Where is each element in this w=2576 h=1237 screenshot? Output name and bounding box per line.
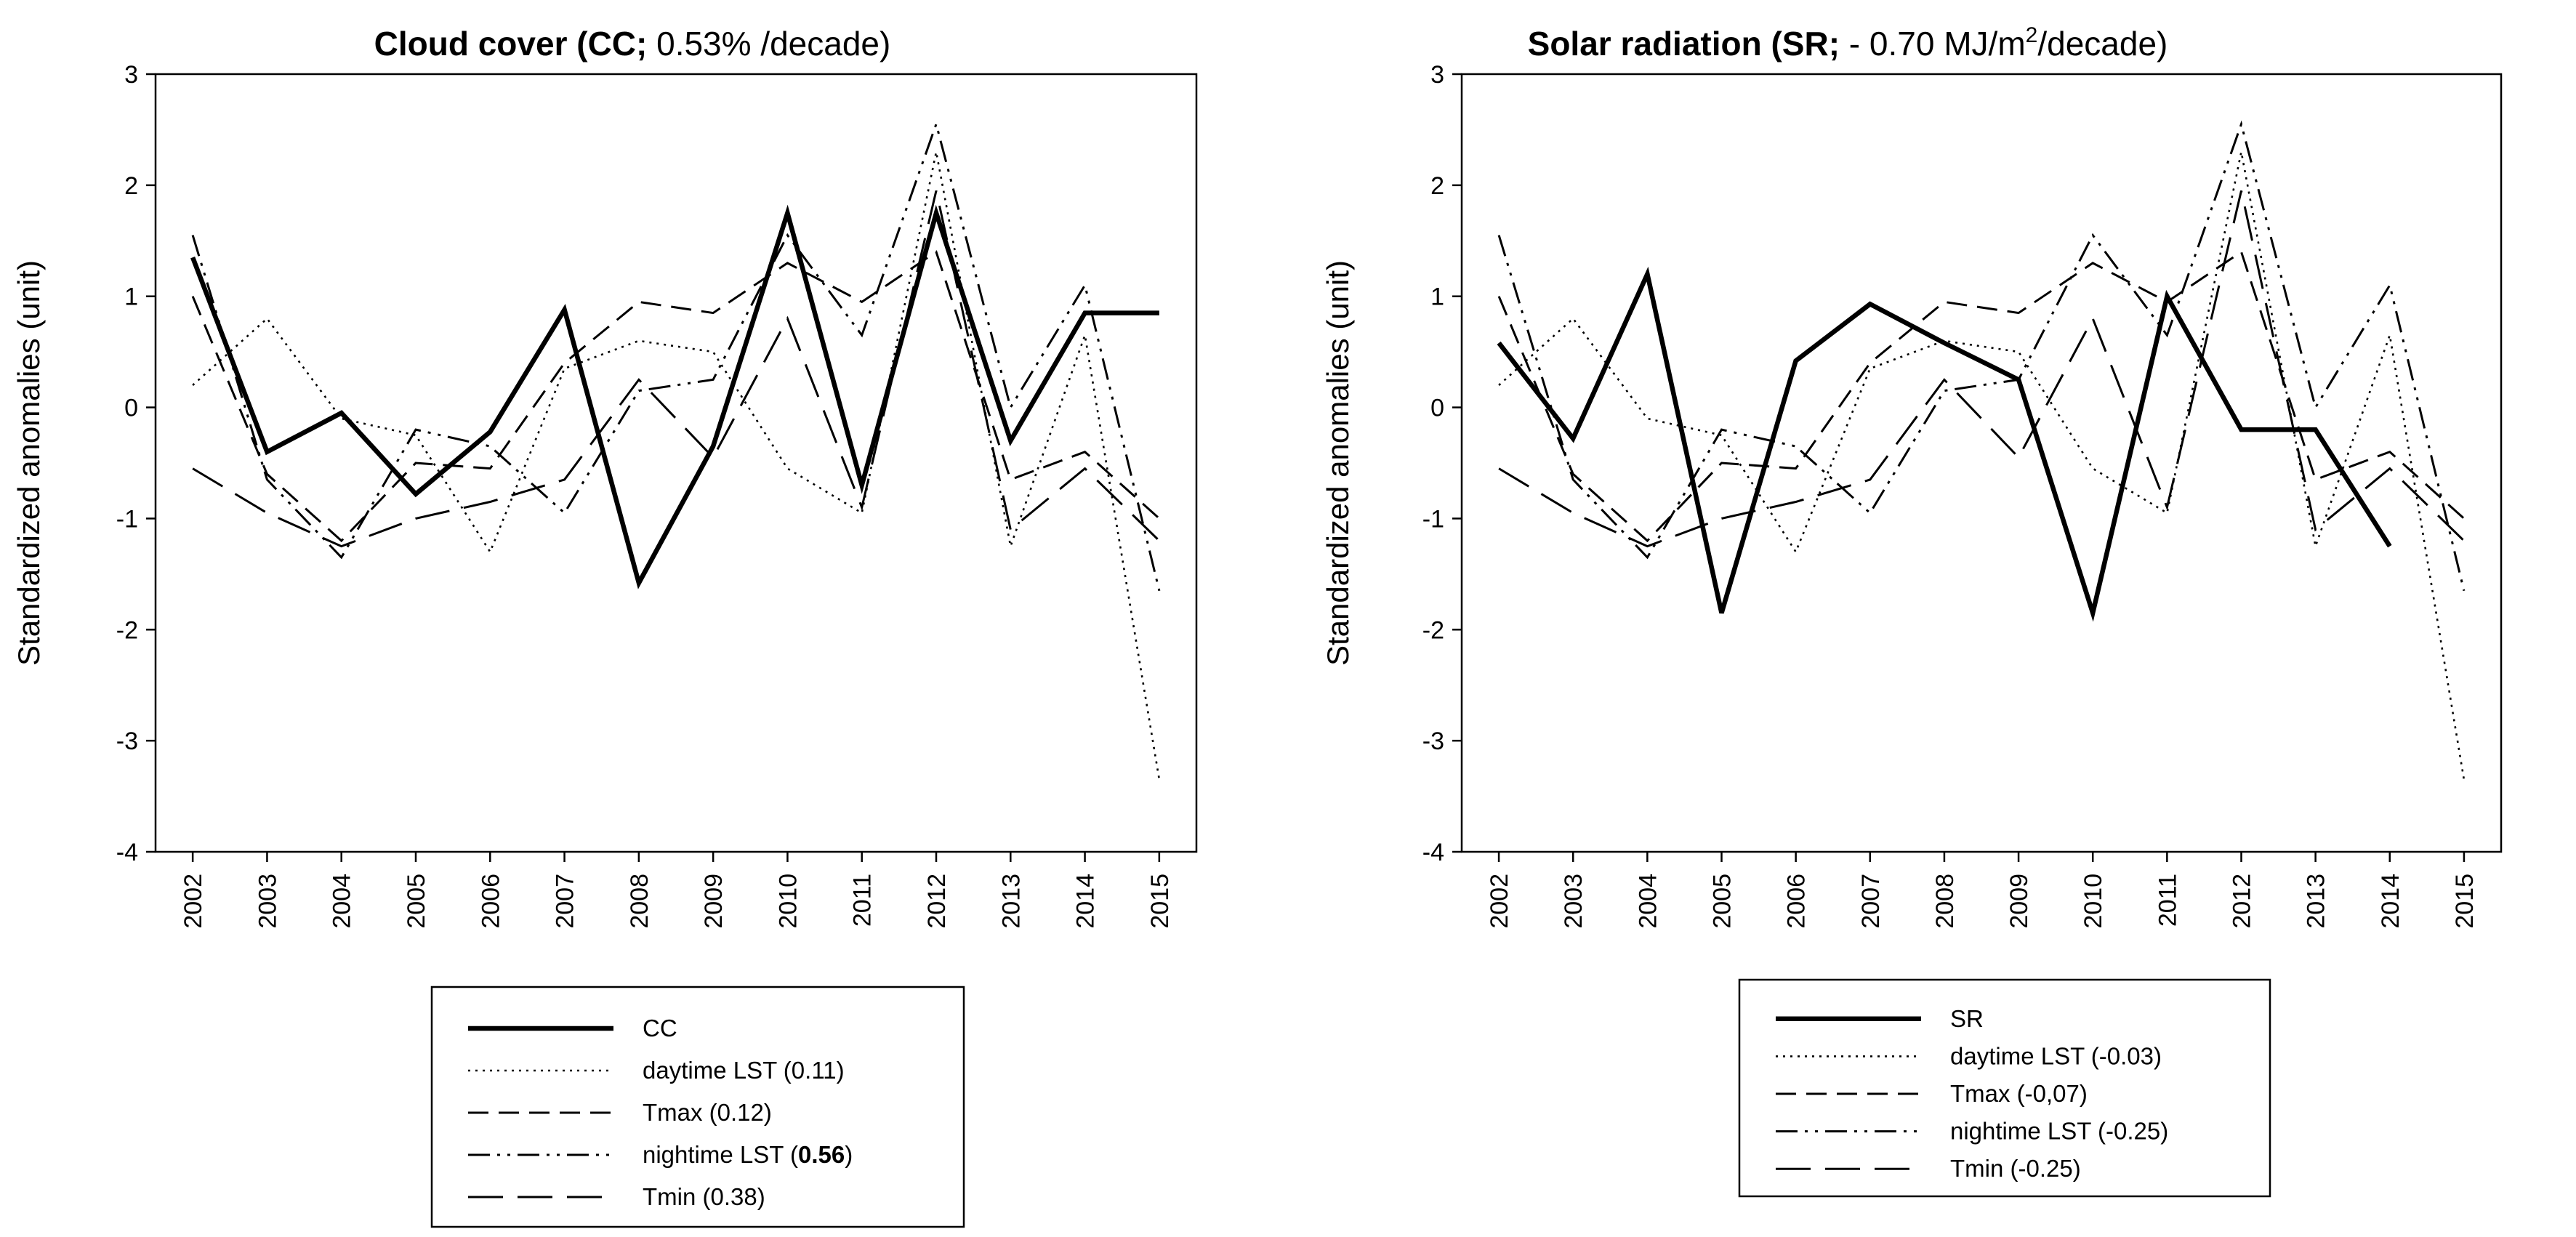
x-tick-label: 2010 <box>2080 874 2107 929</box>
x-tick-label: 2014 <box>1072 874 1100 929</box>
chart-title-bold: Cloud cover (CC; <box>374 25 648 63</box>
chart-panel-2: Solar radiation (SR; - 0.70 MJ/m2/decade… <box>1321 23 2503 1198</box>
y-tick-label: -1 <box>1422 505 1444 533</box>
legend-label-text: CC <box>643 1015 677 1041</box>
chart-title-rest: - 0.70 MJ/m <box>1840 25 2026 63</box>
x-tick-label: 2004 <box>1634 874 1662 929</box>
y-axis-label: Standardized anomalies (unit) <box>12 260 46 666</box>
legend-label: nightime LST (0.56) <box>643 1141 853 1168</box>
y-tick-label: -3 <box>116 728 138 755</box>
legend-label: Tmax (0.12) <box>643 1099 772 1126</box>
x-tick-label: 2015 <box>1146 874 1174 929</box>
legend-box <box>430 986 965 1228</box>
legend-label: CC <box>643 1015 677 1041</box>
legend-label: Tmin (-0.25) <box>1950 1155 2081 1182</box>
series-line-cc <box>190 204 1159 589</box>
legend-label-text: nightime LST ( <box>643 1141 798 1168</box>
y-tick-label: -3 <box>1422 728 1444 755</box>
series-line-tmax-0-07- <box>1497 250 2465 543</box>
x-tick-label: 2003 <box>254 874 281 929</box>
legend-label-text: daytime LST (0.11) <box>643 1057 845 1084</box>
x-tick-label: 2013 <box>2303 874 2330 929</box>
x-tick-label: 2006 <box>477 874 504 929</box>
legend-label-text: Tmin (-0.25) <box>1950 1155 2081 1182</box>
x-tick-label: 2006 <box>1783 874 1811 929</box>
legend: CC daytime LST (0.11) Tmax (0.12) nightime … <box>430 986 965 1228</box>
legend-label-bold: 0.56 <box>798 1141 845 1168</box>
chart-title: Solar radiation (SR; - 0.70 MJ/m2/decade… <box>1528 23 2168 63</box>
x-tick-label: 2013 <box>997 874 1025 929</box>
x-tick-label: 2007 <box>1857 874 1885 929</box>
x-tick-label: 2008 <box>1931 874 1959 929</box>
x-tick-label: 2002 <box>1486 874 1513 929</box>
x-tick-label: 2012 <box>2229 874 2256 929</box>
legend-label: daytime LST (-0.03) <box>1950 1042 2162 1069</box>
y-axis-label: Standardized anomalies (unit) <box>1321 260 1355 666</box>
y-tick-label: -2 <box>1422 616 1444 644</box>
x-tick-label: 2009 <box>2005 874 2033 929</box>
legend-box <box>1738 978 2271 1198</box>
y-tick-label: 2 <box>124 172 138 200</box>
series-line-tmax-0-12- <box>191 250 1160 543</box>
x-tick-label: 2009 <box>700 874 728 929</box>
chart-title: Cloud cover (CC; 0.53% /decade) <box>374 25 891 63</box>
plot-frame <box>154 73 1198 853</box>
y-tick-label: 3 <box>124 61 138 89</box>
legend-label-text: Tmax (-0,07) <box>1950 1080 2088 1107</box>
x-tick-label: 2015 <box>2451 874 2479 929</box>
legend-label: nightime LST (-0.25) <box>1950 1118 2168 1145</box>
x-tick-label: 2003 <box>1560 874 1587 929</box>
y-tick-label: 2 <box>1430 172 1444 200</box>
legend-label-text: SR <box>1950 1005 1984 1032</box>
series-line-nightime-lst-0-25- <box>1497 120 2466 592</box>
series-line-tmin-0-25- <box>1498 190 2465 548</box>
y-tick-label: 1 <box>124 283 138 311</box>
legend-label-text: nightime LST (-0.25) <box>1950 1118 2168 1145</box>
y-tick-label: -1 <box>116 505 138 533</box>
y-tick-label: 0 <box>1430 395 1444 422</box>
y-tick-label: 1 <box>1430 283 1444 311</box>
legend-label: daytime LST (0.11) <box>643 1057 845 1084</box>
y-tick-label: 0 <box>124 395 138 422</box>
x-tick-label: 2005 <box>1709 874 1736 929</box>
x-tick-label: 2005 <box>403 874 430 929</box>
series-line-nightime-lst-0-56- <box>191 120 1161 592</box>
x-tick-label: 2004 <box>329 874 356 929</box>
series-line-daytime-lst-0-11- <box>192 151 1161 780</box>
legend: SR daytime LST (-0.03) Tmax (-0,07) nightim… <box>1738 978 2271 1198</box>
legend-label-text: daytime LST (-0.03) <box>1950 1042 2162 1069</box>
y-tick-label: -2 <box>116 616 138 644</box>
legend-label-text: Tmin (0.38) <box>643 1183 765 1210</box>
legend-label: SR <box>1950 1005 1984 1032</box>
legend-label: Tmin (0.38) <box>643 1183 765 1210</box>
x-tick-label: 2014 <box>2377 874 2404 929</box>
chart-title-end: /decade) <box>2037 25 2168 63</box>
plot-frame <box>1460 73 2503 853</box>
y-tick-label: -4 <box>116 839 138 866</box>
series-line-tmin-0-38- <box>192 190 1160 548</box>
chart-title-bold: Solar radiation (SR; <box>1528 25 1840 63</box>
x-tick-label: 2010 <box>774 874 802 929</box>
chart-panel-1: Cloud cover (CC; 0.53% /decade) 3 2 1 0 -1 -2 -… <box>12 25 1198 1228</box>
legend-label: Tmax (-0,07) <box>1950 1080 2088 1107</box>
series-line-sr <box>1497 266 2392 622</box>
x-tick-label: 2007 <box>552 874 579 929</box>
x-tick-label: 2002 <box>180 874 207 929</box>
x-tick-label: 2012 <box>923 874 951 929</box>
y-tick-label: 3 <box>1430 61 1444 89</box>
y-tick-label: -4 <box>1422 839 1444 866</box>
x-tick-label: 2011 <box>849 874 877 927</box>
legend-label-text: Tmax (0.12) <box>643 1099 772 1126</box>
series-line-daytime-lst-0-03- <box>1498 151 2466 780</box>
x-tick-label: 2011 <box>2154 874 2181 927</box>
x-tick-label: 2008 <box>626 874 653 929</box>
chart-title-rest: 0.53% /decade) <box>647 25 890 63</box>
legend-label-end: ) <box>845 1141 853 1168</box>
chart-title-superscript: 2 <box>2026 23 2038 47</box>
